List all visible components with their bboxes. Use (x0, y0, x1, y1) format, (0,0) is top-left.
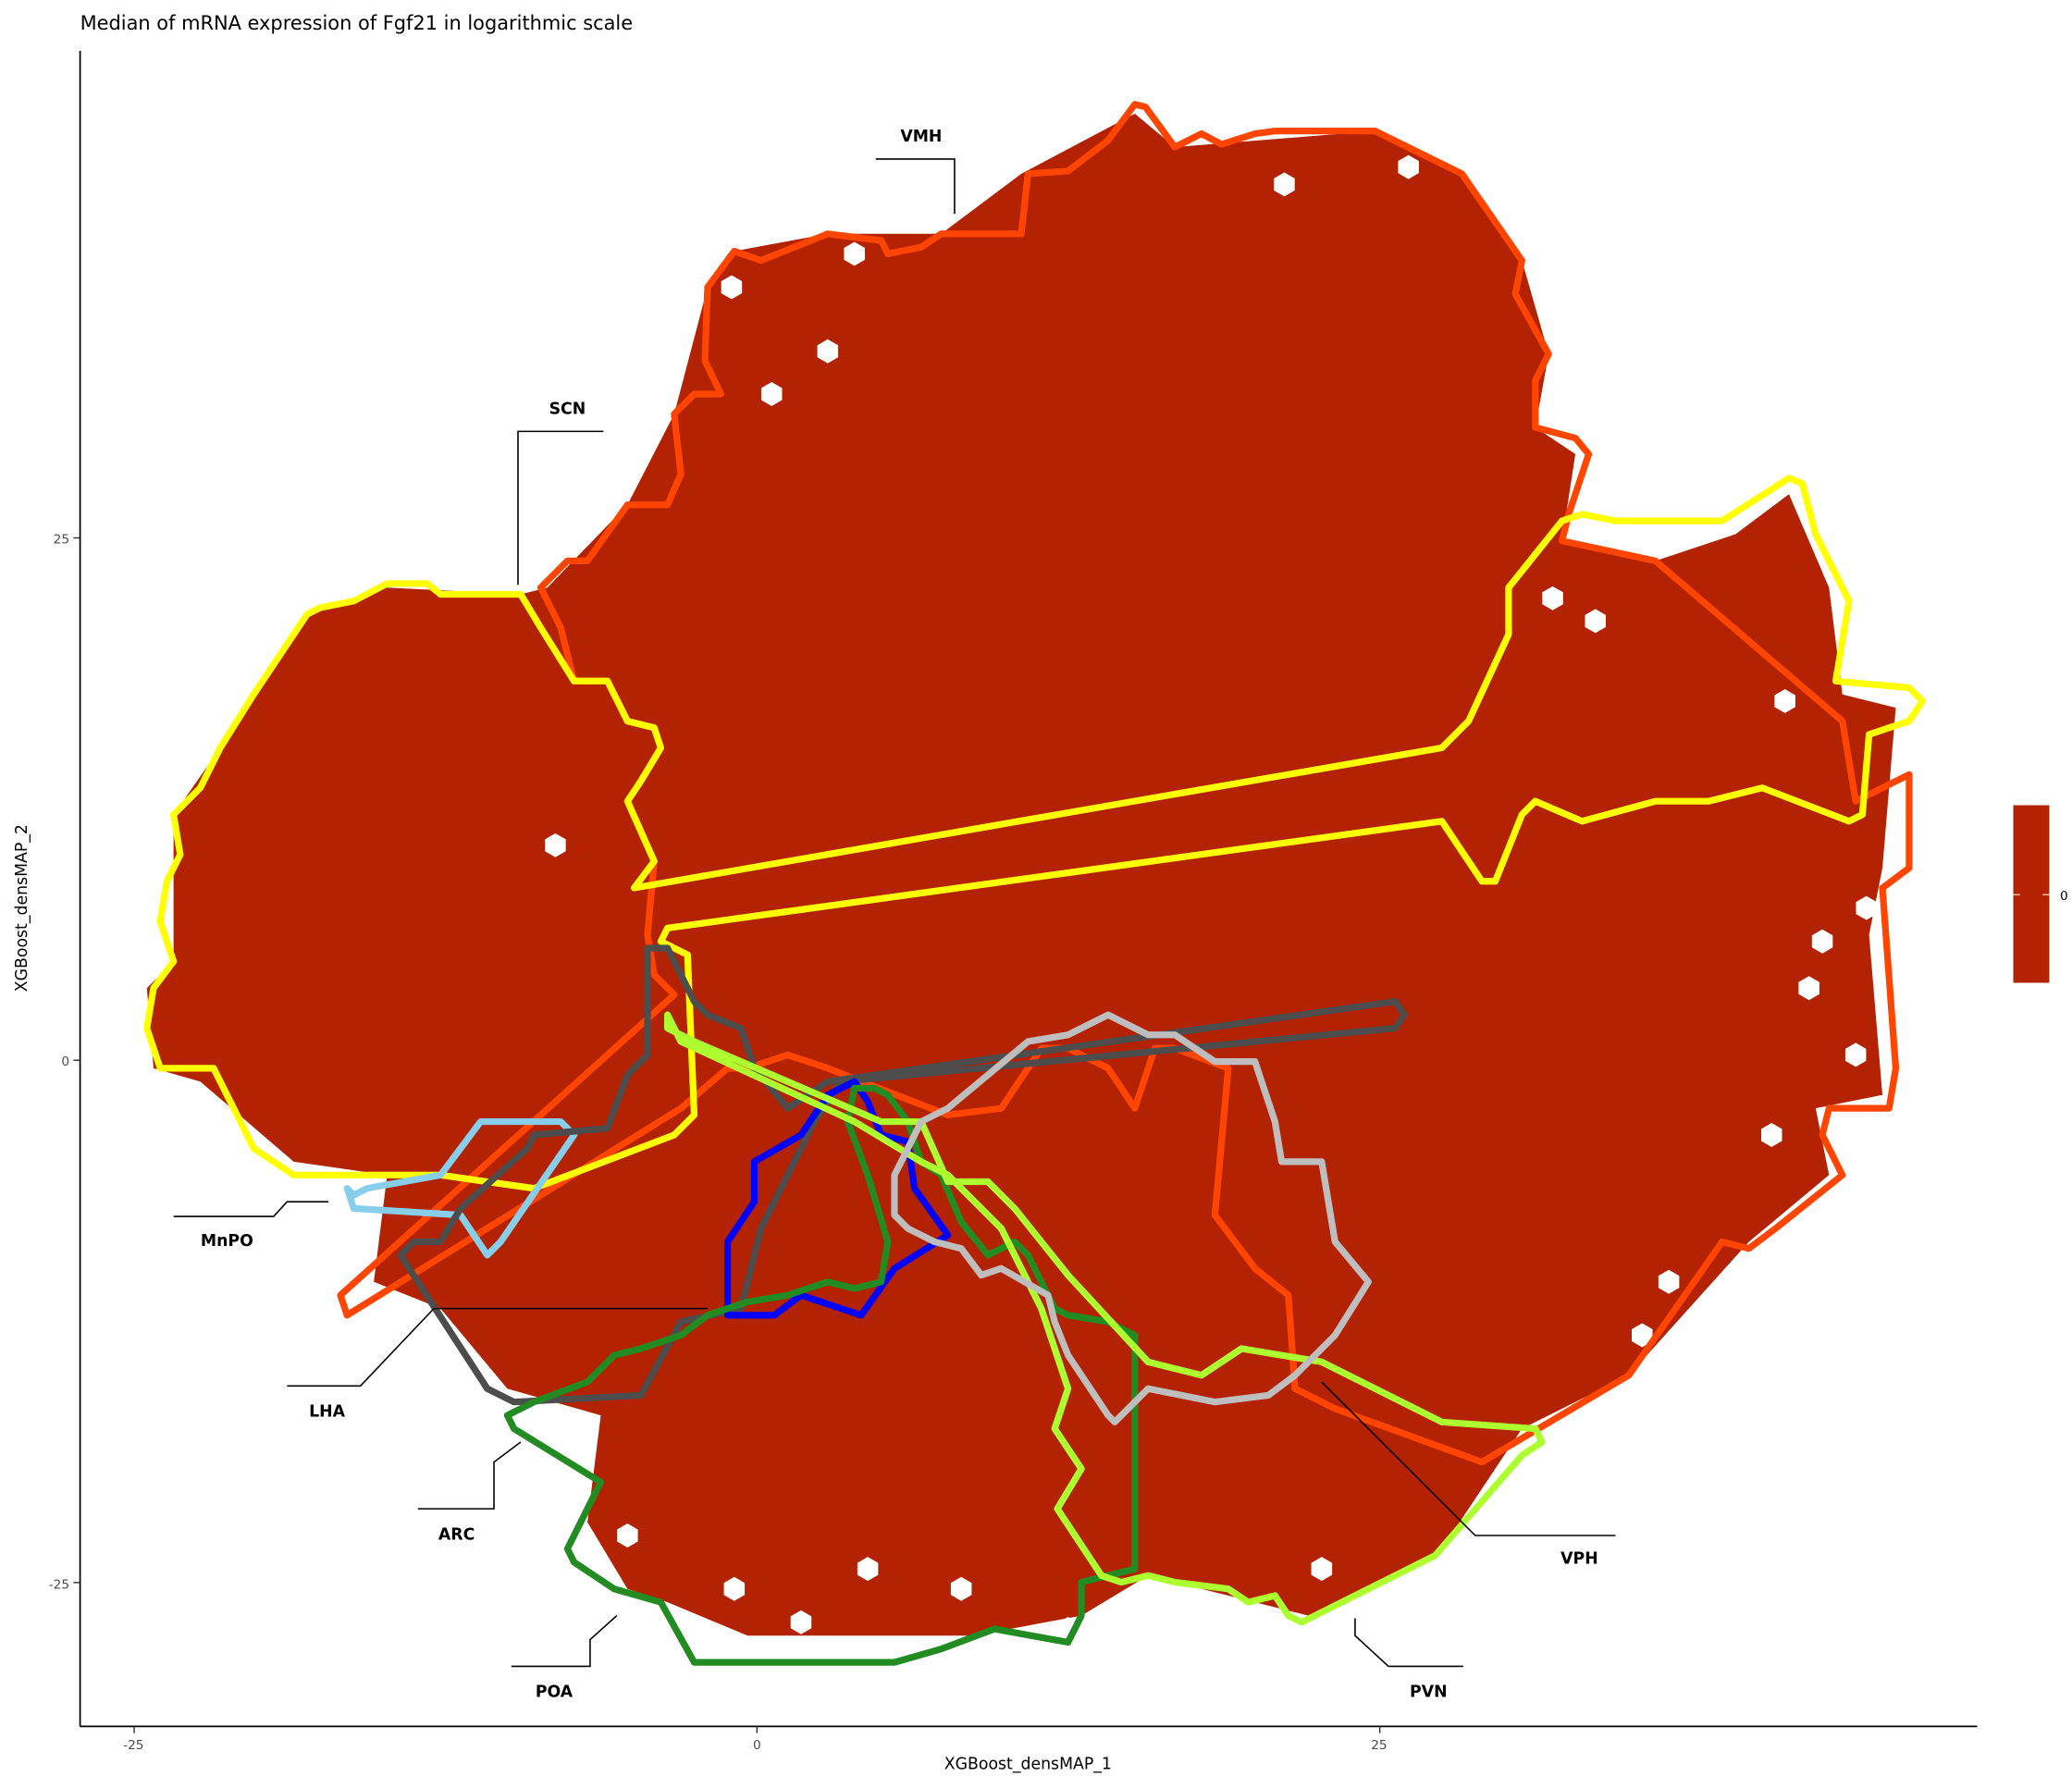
region-label-vph: VPH (1560, 1549, 1598, 1568)
y-tick-label: 0 (61, 1054, 69, 1069)
y-tick-label: 25 (54, 533, 69, 548)
chart-title: Median of mRNA expression of Fgf21 in lo… (80, 12, 634, 34)
leader-line-vph (1321, 1381, 1616, 1536)
region-label-lha: LHA (309, 1403, 345, 1422)
empty-hex-bin (1761, 1123, 1782, 1147)
region-label-scn: SCN (549, 401, 586, 419)
empty-hex-bin (1774, 688, 1795, 713)
empty-hex-bin (1798, 976, 1819, 1001)
leader-line-pvn (1354, 1618, 1463, 1668)
leader-line-lha (287, 1307, 708, 1388)
empty-hex-bin (760, 381, 783, 406)
empty-hex-bin (790, 1610, 812, 1634)
region-label-pvn: PVN (1410, 1684, 1448, 1702)
empty-hex-bin (1844, 1042, 1867, 1067)
plot-area (143, 101, 1926, 1666)
leader-line-poa (511, 1615, 618, 1668)
empty-hex-bin (617, 1523, 638, 1548)
region-outline-vmh (337, 101, 1913, 1466)
empty-hex-bin (723, 1576, 746, 1601)
region-label-arc: ARC (438, 1525, 475, 1544)
leader-line-mnpo (173, 1201, 329, 1217)
x-tick-label: -25 (123, 1738, 143, 1753)
empty-hex-bin (545, 832, 566, 857)
region-outline-poa (503, 1084, 1139, 1666)
empty-hex-bin (1856, 895, 1877, 920)
empty-hex-bin (1632, 1323, 1653, 1348)
hexbin-cells (146, 113, 1896, 1636)
region-outline-pvn (664, 1011, 1546, 1626)
empty-hex-bin (1274, 172, 1295, 197)
region-outline-vph (891, 1011, 1372, 1425)
empty-hex-bin (950, 1576, 972, 1601)
empty-hex-bin (844, 241, 865, 266)
x-ticks (73, 536, 1381, 1733)
empty-hex-bin (1585, 609, 1606, 634)
x-axis-label: XGBoost_densMAP_1 (944, 1756, 1112, 1774)
leader-line-scn (517, 430, 604, 586)
y-tick-label: -25 (49, 1578, 69, 1593)
empty-hex-bin (1542, 586, 1563, 610)
colorbar-label: 0 (2060, 889, 2068, 904)
empty-hex-bin (1311, 1557, 1333, 1582)
label-leaders: VMH SCN MnPO LHA ARC POA PVN VPH (173, 128, 1616, 1702)
region-outline-mnpo (343, 1117, 578, 1259)
x-tick-label: 25 (1371, 1738, 1387, 1753)
empty-hex-bin (721, 275, 743, 300)
empty-hex-bin (857, 1557, 879, 1582)
region-outline-arc (723, 1078, 952, 1319)
empty-hex-bin (1811, 929, 1833, 954)
empty-hex-bin (1398, 154, 1419, 179)
region-label-mnpo: MnPO (201, 1232, 253, 1251)
region-outline-scn (143, 475, 1926, 1192)
empty-hex-bin (1658, 1269, 1680, 1294)
region-label-poa: POA (536, 1684, 574, 1702)
y-axis-label: XGBoost_densMAP_2 (13, 824, 31, 992)
empty-hex-bin (817, 339, 839, 364)
x-tick-label: 0 (753, 1738, 761, 1753)
region-label-vmh: VMH (900, 128, 942, 146)
leader-line-arc (417, 1441, 522, 1510)
leader-line-vmh (875, 158, 956, 215)
